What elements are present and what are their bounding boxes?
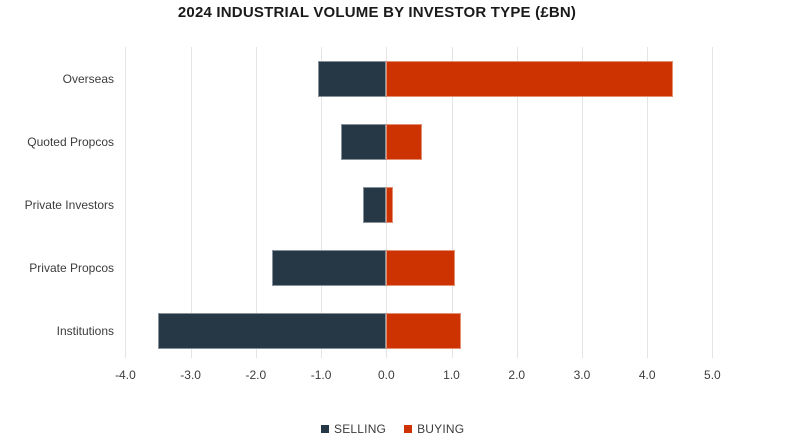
bar-buying-private-investors [386,187,393,223]
gridline-4.0 [647,47,649,358]
x-tick-label: -3.0 [180,368,201,382]
bar-selling-private-investors [363,187,387,223]
gridline-1.0 [451,47,453,358]
x-tick-label: -1.0 [310,368,332,382]
x-tick-label: -2.0 [245,368,267,382]
legend-swatch-selling [321,425,329,433]
category-labels: Overseas Quoted Propcos Private Investors P… [0,0,114,441]
legend: SELLING BUYING [321,422,464,436]
gridline--2.0 [255,47,257,358]
gridline-2.0 [516,47,518,358]
legend-item-selling: SELLING [321,422,386,436]
gridline-5.0 [712,47,714,358]
bar-selling-private-propcos [272,250,387,287]
bar-selling-institutions [158,313,387,350]
bar-buying-quoted-propcos [386,123,423,160]
x-tick-label: 1.0 [443,368,460,382]
bar-buying-overseas [386,60,674,97]
bar-selling-overseas [317,60,387,97]
x-axis: -4.0 -3.0 -2.0 -1.0 0.0 1.0 2.0 3.0 4.0 5.0 [0,368,800,384]
bar-buying-private-propcos [386,250,455,287]
legend-item-buying: BUYING [404,422,464,436]
chart-title: 2024 INDUSTRIAL VOLUME BY INVESTOR TYPE … [177,4,577,21]
category-label-overseas: Overseas [62,71,114,86]
category-label-institutions: Institutions [56,324,114,339]
bar-selling-quoted-propcos [340,123,387,160]
bar-buying-institutions [386,313,462,350]
x-tick-label: 3.0 [573,368,591,382]
category-label-private-investors: Private Investors [24,198,114,212]
legend-swatch-buying [404,425,413,433]
category-label-private-propcos: Private Propcos [29,261,114,276]
plot-area [0,47,800,358]
x-tick-label: 5.0 [704,368,721,382]
x-tick-label: -4.0 [115,368,136,382]
x-tick-label: 0.0 [377,368,395,382]
gridline--4.0 [125,47,127,358]
gridline--3.0 [190,47,192,358]
gridline--1.0 [321,47,323,358]
gridline-3.0 [581,47,583,358]
x-tick-label: 4.0 [638,368,656,382]
x-tick-label: 2.0 [508,368,526,382]
legend-label-buying: BUYING [417,422,465,436]
legend-label-selling: SELLING [334,422,387,436]
category-label-quoted-propcos: Quoted Propcos [27,134,114,149]
